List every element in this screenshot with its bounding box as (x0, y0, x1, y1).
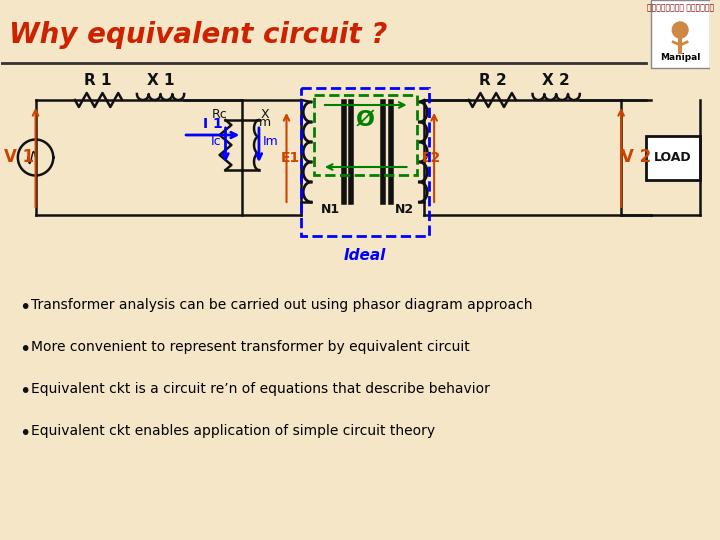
Text: LOAD: LOAD (654, 151, 691, 164)
Circle shape (672, 22, 688, 38)
Text: R 1: R 1 (84, 73, 112, 88)
Text: Why equivalent circuit ?: Why equivalent circuit ? (9, 21, 387, 49)
Text: X: X (261, 108, 269, 121)
Bar (301, 88, 429, 236)
Text: •: • (19, 424, 30, 443)
Text: Ideal: Ideal (344, 248, 387, 263)
Text: m: m (258, 116, 271, 129)
Text: N2: N2 (395, 203, 414, 216)
Text: X 1: X 1 (147, 73, 174, 88)
Text: Transformer analysis can be carried out using phasor diagram approach: Transformer analysis can be carried out … (31, 298, 532, 312)
Text: X 2: X 2 (542, 73, 570, 88)
Text: R 2: R 2 (480, 73, 507, 88)
Bar (651, 0, 710, 68)
Text: Equivalent ckt is a circuit re’n of equations that describe behavior: Equivalent ckt is a circuit re’n of equa… (31, 382, 490, 396)
Text: प्रज्ञान ब्रह्म: प्रज्ञान ब्रह्म (647, 3, 714, 12)
Text: More convenient to represent transformer by equivalent circuit: More convenient to represent transformer… (31, 340, 469, 354)
Text: •: • (19, 340, 30, 359)
Text: Manipal: Manipal (660, 53, 701, 63)
Text: Rc: Rc (212, 108, 228, 121)
Text: I 1: I 1 (203, 117, 222, 131)
Bar (646, 136, 700, 179)
Bar (314, 95, 418, 175)
Text: Ic: Ic (210, 135, 221, 148)
Text: Equivalent ckt enables application of simple circuit theory: Equivalent ckt enables application of si… (31, 424, 435, 438)
Text: E1: E1 (281, 152, 300, 165)
Text: Ø: Ø (356, 110, 374, 130)
Text: •: • (19, 298, 30, 317)
Text: Im: Im (263, 135, 279, 148)
Text: V 1: V 1 (4, 148, 34, 166)
Text: •: • (19, 382, 30, 401)
Text: N1: N1 (321, 203, 341, 216)
Bar (1, 0, 710, 62)
Text: V 2: V 2 (621, 148, 651, 166)
Text: E2: E2 (421, 152, 441, 165)
